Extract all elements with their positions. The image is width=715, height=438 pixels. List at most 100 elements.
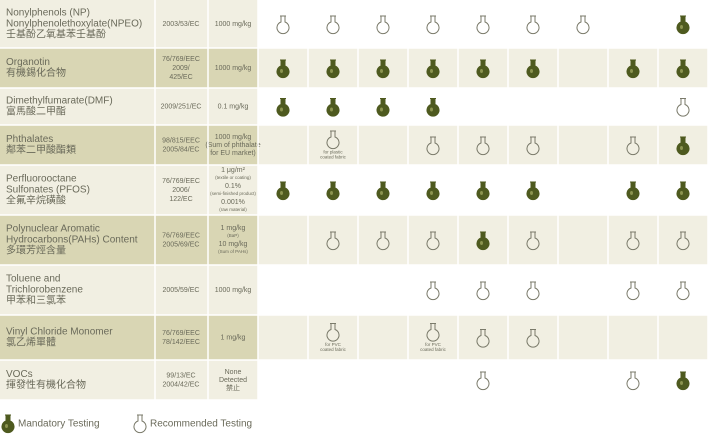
- mandatory-icon: [476, 181, 490, 201]
- cell-note: for PVC: [425, 342, 442, 347]
- directive: 78/142/EEC: [162, 339, 200, 346]
- directive: 98/815/EEC: [162, 137, 200, 144]
- substance-name: 氯乙烯單體: [6, 336, 56, 349]
- limit: (BaP): [227, 233, 239, 238]
- substance-name: 富馬酸二甲酯: [6, 105, 66, 118]
- mandatory-icon: [476, 59, 490, 79]
- recommended-icon: [476, 136, 490, 156]
- substance-name: Perfluorooctane: [6, 174, 77, 185]
- recommended-icon: [526, 329, 540, 348]
- cell-note: for plastic: [323, 150, 343, 155]
- label-cell-bg: [0, 265, 258, 315]
- recommended-icon: [426, 281, 440, 301]
- mandatory-icon: [1, 414, 15, 434]
- icon-highlight: [630, 191, 633, 195]
- recommended-icon: [376, 231, 390, 251]
- icon-highlight: [480, 191, 483, 195]
- icon-highlight: [680, 191, 683, 195]
- limit: 1 mg/kg: [221, 334, 246, 341]
- mandatory-icon: [476, 231, 490, 251]
- limit: 1 μg/m²: [221, 167, 246, 174]
- directive: 425/EC: [169, 74, 192, 81]
- directive: 2005/84/EC: [163, 146, 200, 153]
- cell-note: coated fabric: [320, 155, 347, 160]
- limit: None: [225, 369, 242, 376]
- substance-name: Nonylphenols (NP): [6, 8, 90, 19]
- limit: 0.1 mg/kg: [218, 103, 249, 110]
- mandatory-icon: [376, 59, 390, 79]
- substance-name: 鄰苯二甲酸酯類: [6, 143, 76, 156]
- recommended-icon: [476, 329, 490, 348]
- substance-name: VOCs: [6, 369, 33, 380]
- recommended-icon: [526, 136, 540, 156]
- recommended-icon: [576, 15, 590, 35]
- substance-name: 壬基酚乙氧基苯壬基酚: [6, 28, 106, 41]
- substance-name: Organotin: [6, 57, 50, 68]
- directive: 122/EC: [169, 196, 192, 203]
- limit: (Sum of PAHs): [218, 249, 248, 254]
- icon-highlight: [280, 107, 283, 112]
- label-cell-bg: [0, 125, 258, 165]
- directive: 2005/69/EC: [163, 241, 200, 248]
- substance-name: 全氟辛烷磺酸: [6, 194, 66, 207]
- mandatory-icon: [376, 181, 390, 201]
- substance-name: Vinyl Chloride Monomer: [6, 327, 113, 338]
- directive: 76/769/EEC: [162, 232, 200, 239]
- recommended-icon: [326, 15, 340, 35]
- mandatory-icon: [426, 98, 440, 117]
- mandatory-icon: [276, 59, 290, 79]
- recommended-icon: [426, 231, 440, 251]
- mandatory-icon: [626, 181, 640, 201]
- directive: 2004/42/EC: [163, 381, 200, 388]
- mandatory-icon: [276, 181, 290, 201]
- limit: for EU market): [210, 150, 256, 157]
- directive: 2009/: [172, 65, 190, 72]
- recommended-icon: [626, 231, 640, 251]
- limit: 1 mg/kg: [221, 225, 246, 232]
- substance-name: 揮發性有機化合物: [6, 378, 86, 391]
- mandatory-icon: [276, 98, 290, 117]
- mandatory-icon: [676, 136, 690, 156]
- mandatory-icon: [626, 59, 640, 79]
- substance-name: Sulfonates (PFOS): [6, 185, 90, 196]
- recommended-icon: [676, 281, 690, 301]
- mandatory-icon: [326, 181, 340, 201]
- icon-highlight: [330, 69, 333, 73]
- directive: 76/769/EEC: [162, 56, 200, 63]
- directive: 99/13/EC: [166, 372, 195, 379]
- limit: 1000 mg/kg: [215, 21, 252, 28]
- icon-highlight: [530, 191, 533, 195]
- recommended-icon: [326, 231, 340, 251]
- icon-highlight: [380, 107, 383, 112]
- substance-name: 有機錫化合物: [6, 66, 66, 79]
- icon-highlight: [380, 191, 383, 195]
- icon-highlight: [280, 69, 283, 73]
- mandatory-icon: [376, 98, 390, 117]
- icon-highlight: [330, 191, 333, 195]
- limit: 0.1%: [225, 183, 241, 190]
- icon-highlight: [680, 25, 683, 29]
- recommended-icon: [133, 414, 147, 434]
- legend-label: Mandatory Testing: [18, 419, 100, 430]
- mandatory-icon: [326, 59, 340, 79]
- icon-cell-bg: [258, 360, 708, 400]
- icon-highlight: [680, 69, 683, 73]
- limit: 1000 mg/kg: [215, 65, 252, 72]
- mandatory-icon: [526, 181, 540, 201]
- mandatory-icon: [326, 98, 340, 117]
- mandatory-icon: [526, 59, 540, 79]
- recommended-icon: [676, 98, 690, 117]
- limit: Detected: [219, 377, 247, 384]
- mandatory-icon: [426, 59, 440, 79]
- icon-cell-bg: [258, 315, 708, 360]
- recommended-icon: [476, 281, 490, 301]
- recommended-icon: [626, 371, 640, 391]
- icon-highlight: [430, 69, 433, 73]
- directive: 76/769/EEC: [162, 178, 200, 185]
- mandatory-icon: [676, 15, 690, 35]
- substance-name: 甲苯和三氯苯: [6, 294, 66, 307]
- recommended-icon: [376, 15, 390, 35]
- icon-highlight: [330, 107, 333, 112]
- substance-name: Trichlorobenzene: [6, 285, 83, 296]
